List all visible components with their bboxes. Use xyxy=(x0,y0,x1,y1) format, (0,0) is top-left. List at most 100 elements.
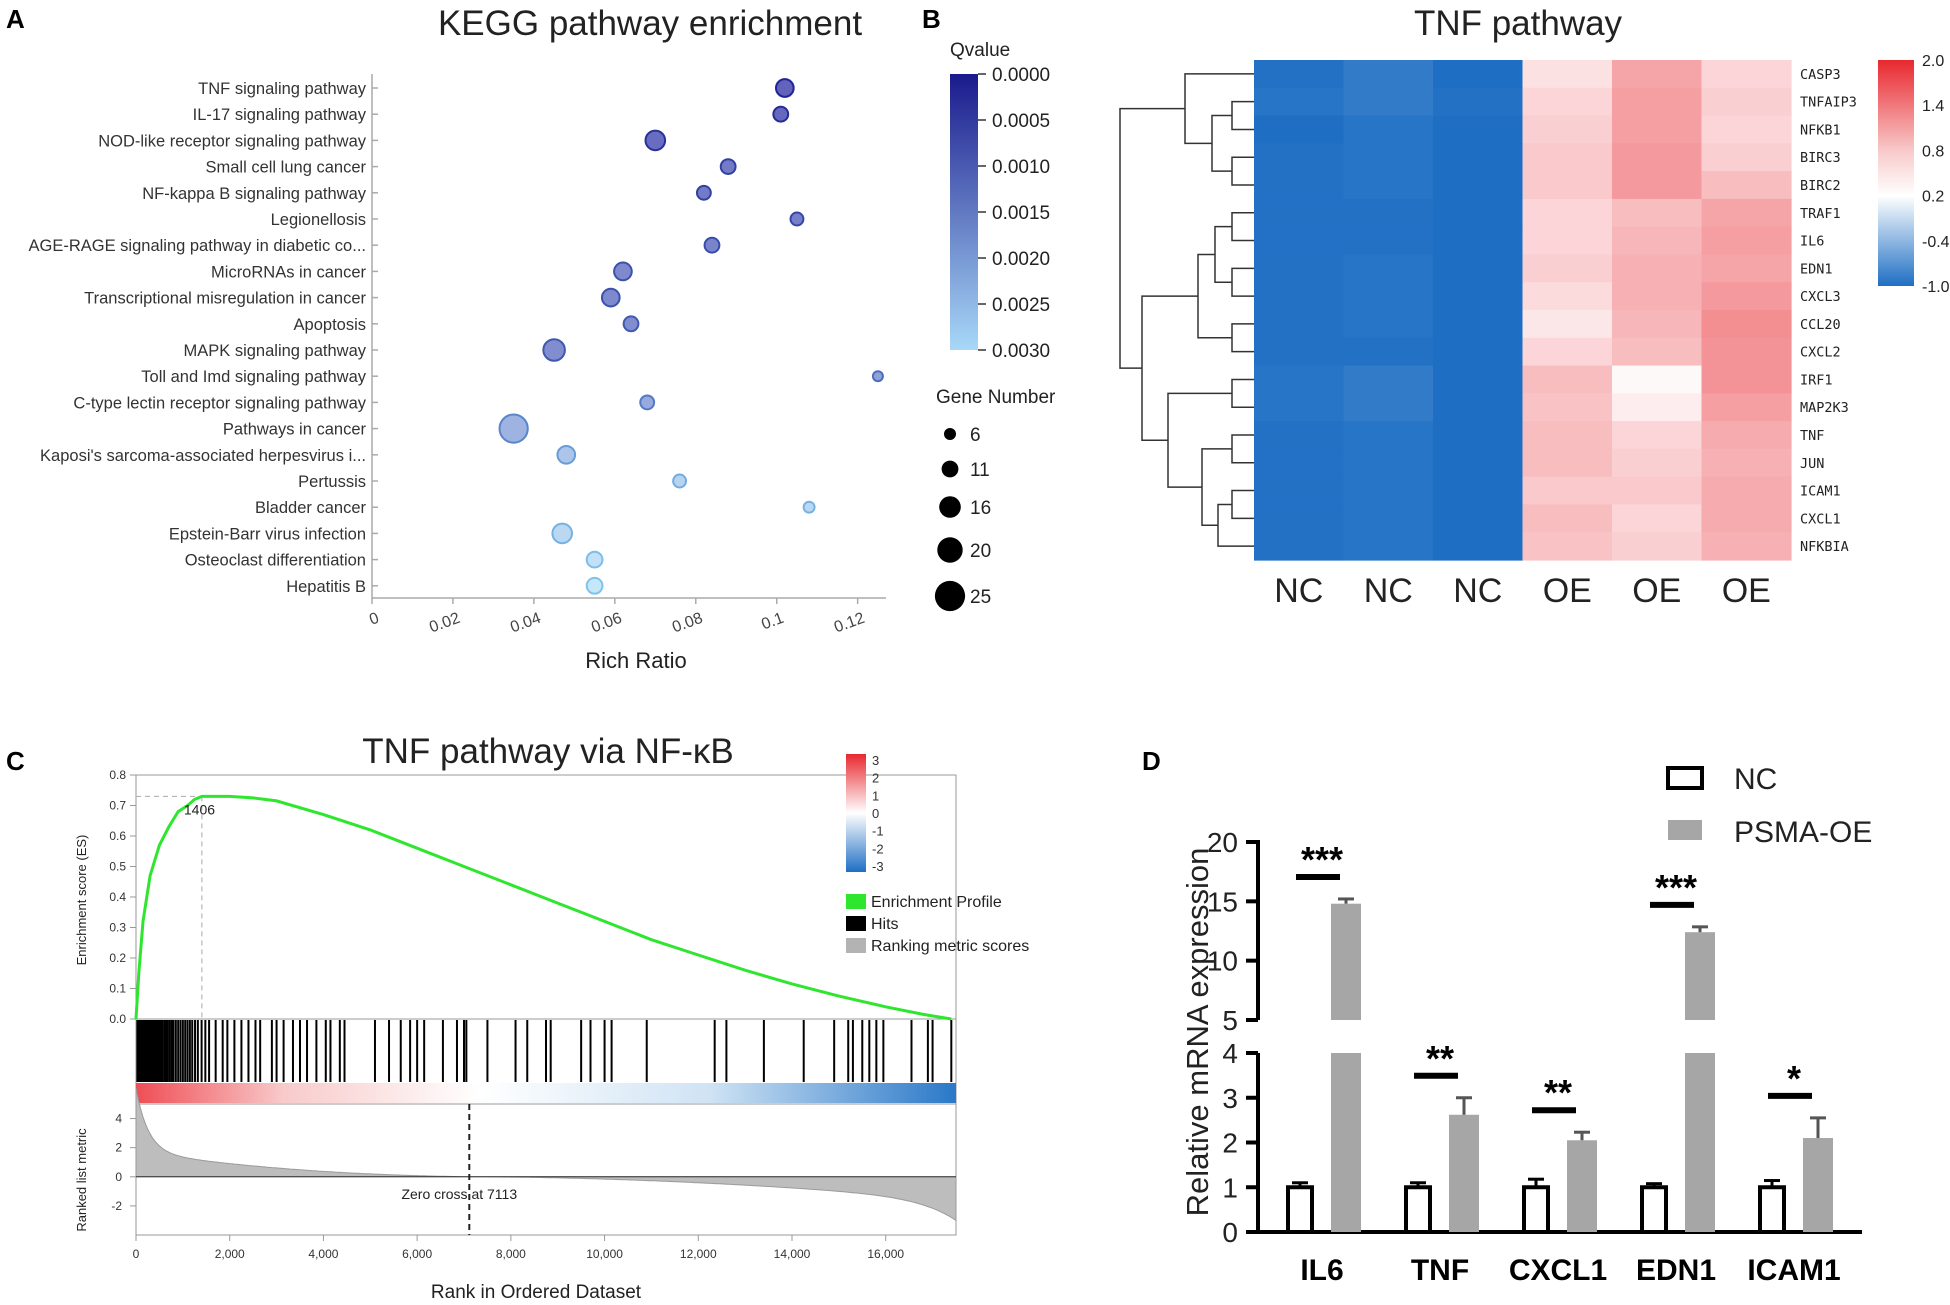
heatmap-cell xyxy=(1701,143,1792,172)
qvalue-tick-label: 0.0000 xyxy=(992,65,1050,86)
heatmap-cell xyxy=(1254,421,1345,450)
pathway-label: IL-17 signaling pathway xyxy=(193,106,367,124)
pathway-bubble xyxy=(802,500,816,514)
bar-psma-oe xyxy=(1685,1053,1715,1232)
kegg-x-tick-label: 0.08 xyxy=(670,610,705,637)
kegg-x-tick-label: 0.02 xyxy=(427,610,462,637)
gsea-legend-swatch xyxy=(846,916,866,931)
gsea-legend-label: Hits xyxy=(871,916,899,933)
significance-stars: ** xyxy=(1544,1072,1572,1113)
pathway-label: Epstein-Barr virus infection xyxy=(169,525,366,543)
gsea-colorbar xyxy=(846,754,866,872)
pathway-label: TNF signaling pathway xyxy=(198,80,367,98)
pathway-bubble xyxy=(551,522,574,545)
gene-number-legend-label: 6 xyxy=(970,425,981,446)
tnf-heatmap: TNF pathway CASP3 TNFAIP3 NFKB1 BIRC3 BIRC2 T… xyxy=(1119,4,1950,610)
heatmap-cell xyxy=(1343,87,1434,117)
kegg-x-tick-label: 0.06 xyxy=(589,610,624,637)
significance-stars: *** xyxy=(1301,839,1343,880)
panel-letter-d: D xyxy=(1142,746,1161,776)
bars-y-tick-label: 1 xyxy=(1222,1172,1238,1203)
bar-nc xyxy=(1404,1185,1432,1234)
gene-number-legend-dot xyxy=(944,428,956,440)
heatmap-cell xyxy=(1254,171,1345,200)
gene-row-label: TNF xyxy=(1800,428,1824,444)
gene-row-label: CCL20 xyxy=(1800,317,1841,333)
heatmap-cell xyxy=(1343,226,1434,256)
bar-category-label: TNF xyxy=(1411,1254,1469,1287)
gene-row-label: CXCL1 xyxy=(1800,511,1841,527)
heatmap-cell xyxy=(1612,171,1703,200)
heatmap-cell xyxy=(1343,115,1434,144)
heatmap-cell xyxy=(1343,532,1434,561)
panel-letter-a: A xyxy=(6,4,25,34)
dendrogram-branch xyxy=(1231,434,1254,464)
heatmap-colorbar-label: 0.8 xyxy=(1922,143,1944,160)
dendrogram-branch xyxy=(1201,448,1232,527)
heatmap-cell xyxy=(1343,310,1434,339)
heatmap-cell xyxy=(1612,198,1703,228)
qvalue-tick-label: 0.0015 xyxy=(992,203,1050,224)
es-tick-label: 0.0 xyxy=(109,1012,126,1026)
rank-tick-label: 8,000 xyxy=(496,1247,526,1261)
gene-row-label: NFKBIA xyxy=(1800,539,1849,555)
heatmap-cell xyxy=(1343,337,1434,367)
pathway-bubble xyxy=(789,211,805,227)
gene-row-label: CASP3 xyxy=(1800,67,1841,83)
heatmap-cell xyxy=(1522,87,1613,117)
heatmap-cell xyxy=(1701,171,1792,200)
rank-tick-label: 14,000 xyxy=(774,1247,811,1261)
gene-number-legend-dot xyxy=(941,460,959,478)
sample-column-label: OE xyxy=(1543,572,1592,610)
gsea-legend-swatch xyxy=(846,894,866,909)
legend-swatch-nc xyxy=(1666,766,1704,790)
heatmap-cell xyxy=(1254,198,1345,228)
pathway-bubble xyxy=(585,576,604,595)
heatmap-cell xyxy=(1612,282,1703,311)
heatmap-cell xyxy=(1433,87,1524,117)
heatmap-cell xyxy=(1522,254,1613,283)
heatmap-cell xyxy=(1254,365,1345,394)
heatmap-colorbar-label: 0.2 xyxy=(1922,189,1944,206)
pathway-label: Kaposi's sarcoma-associated herpesvirus … xyxy=(40,447,366,465)
heatmap-cell xyxy=(1433,171,1524,200)
heatmap-cell xyxy=(1433,60,1524,89)
heatmap-cell xyxy=(1433,310,1524,339)
es-tick-label: 0.8 xyxy=(109,768,126,782)
dendrogram-branch xyxy=(1231,156,1254,186)
pathway-bubble xyxy=(600,287,621,308)
kegg-x-tick-label: 0.04 xyxy=(508,610,543,637)
heatmap-cell xyxy=(1701,393,1792,422)
bars-y-tick-label: 3 xyxy=(1222,1083,1238,1114)
panel-letter-c: C xyxy=(6,746,25,776)
gsea-colorbar-label: -1 xyxy=(872,824,884,839)
heatmap-cell xyxy=(1612,365,1703,394)
gene-row-label: JUN xyxy=(1800,456,1824,472)
bars-y-tick-label: 0 xyxy=(1222,1217,1238,1248)
rank-tick-label: 10,000 xyxy=(586,1247,623,1261)
bars-y-tick-label: 20 xyxy=(1207,827,1238,858)
heatmap-cell xyxy=(1343,448,1434,478)
gsea-plot: TNF pathway via NF-κB 0.0 0.1 0.2 0.3 0.4 0.5… xyxy=(74,732,1029,1303)
heatmap-cell xyxy=(1522,365,1613,394)
heatmap-colorbar-label: 1.4 xyxy=(1922,98,1944,115)
heatmap-cell xyxy=(1701,310,1792,339)
rank-tick-label: 4,000 xyxy=(308,1247,338,1261)
metric-tick-label: 4 xyxy=(115,1112,122,1126)
pathway-bubble xyxy=(542,338,566,362)
gsea-xlabel: Rank in Ordered Dataset xyxy=(431,1282,642,1303)
gsea-colorbar-label: -3 xyxy=(872,859,884,874)
dendrogram-branch xyxy=(1141,295,1198,441)
rank-tick-label: 2,000 xyxy=(215,1247,245,1261)
heatmap-cell xyxy=(1522,115,1613,144)
heatmap-cell xyxy=(1612,448,1703,478)
gsea-metric-ylabel: Ranked list metric xyxy=(74,1128,89,1232)
pathway-label: NF-kappa B signaling pathway xyxy=(142,185,367,203)
heatmap-cell xyxy=(1612,421,1703,450)
qvalue-tick-label: 0.0020 xyxy=(992,249,1050,270)
gene-number-legend-label: 20 xyxy=(970,541,991,562)
heatmap-cell xyxy=(1612,504,1703,533)
legend-label-psma-oe: PSMA-OE xyxy=(1734,816,1872,849)
dendrogram-branch xyxy=(1231,100,1254,131)
